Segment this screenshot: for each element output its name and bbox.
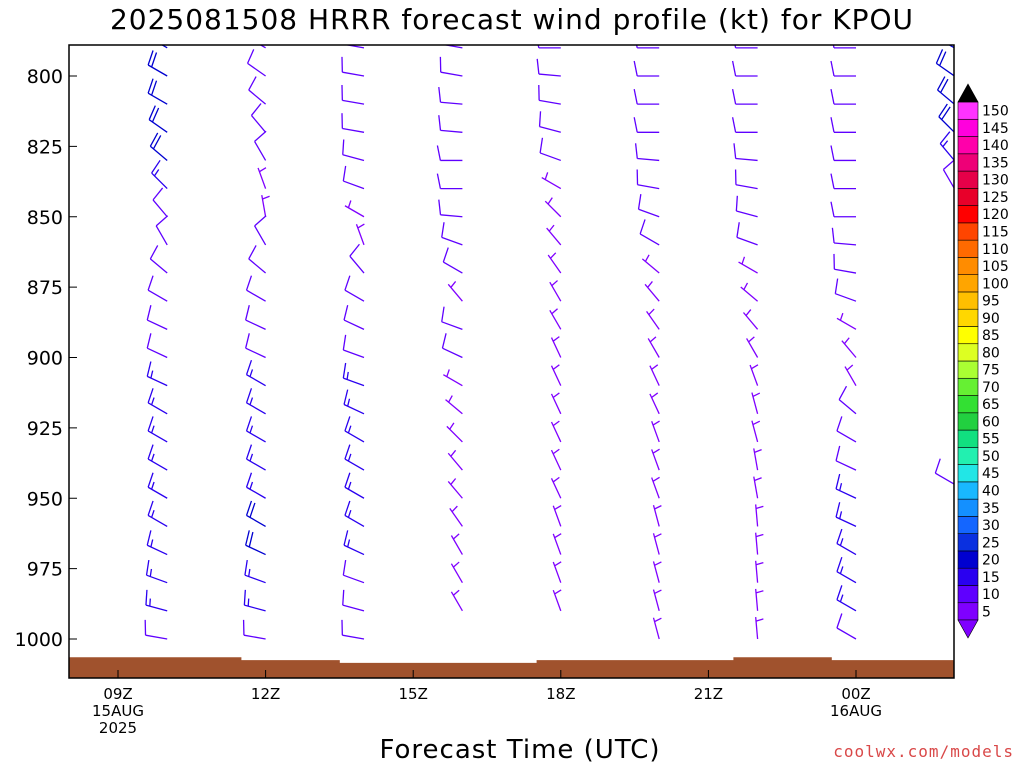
colorbar-under-arrow bbox=[958, 620, 978, 638]
wind-barb bbox=[148, 22, 167, 47]
colorbar-swatch bbox=[958, 344, 978, 361]
y-tick-label: 825 bbox=[27, 136, 63, 158]
y-tick-label: 925 bbox=[27, 418, 63, 440]
wind-barb bbox=[247, 22, 266, 47]
colorbar-label: 15 bbox=[982, 570, 1000, 586]
colorbar-swatch bbox=[958, 326, 978, 343]
colorbar-swatch bbox=[958, 482, 978, 499]
plot-area bbox=[69, 45, 954, 678]
y-tick-label: 875 bbox=[27, 277, 63, 299]
colorbar-label: 75 bbox=[982, 363, 1000, 379]
x-tick-label: 15AUG bbox=[92, 702, 144, 720]
y-tick-label: 950 bbox=[27, 488, 63, 510]
colorbar-swatch bbox=[958, 378, 978, 395]
y-tick-label: 850 bbox=[27, 207, 63, 229]
colorbar-label: 90 bbox=[982, 311, 1000, 327]
colorbar-label: 150 bbox=[982, 104, 1009, 120]
colorbar-label: 110 bbox=[982, 242, 1009, 258]
site-credit[interactable]: coolwx.com/models bbox=[833, 742, 1014, 761]
colorbar-label: 100 bbox=[982, 276, 1009, 292]
colorbar-label: 55 bbox=[982, 432, 1000, 448]
colorbar-swatch bbox=[958, 223, 978, 240]
wind-barb bbox=[45, 594, 69, 611]
colorbar-label: 70 bbox=[982, 380, 1000, 396]
x-tick-label: 09Z bbox=[103, 685, 132, 703]
colorbar-label: 20 bbox=[982, 553, 1000, 569]
y-tick-label: 900 bbox=[27, 348, 63, 370]
x-tick-label: 16AUG bbox=[830, 702, 882, 720]
colorbar-label: 105 bbox=[982, 259, 1009, 275]
colorbar-swatch bbox=[958, 206, 978, 223]
colorbar-swatch bbox=[958, 188, 978, 205]
wind-barb bbox=[49, 305, 69, 329]
colorbar-swatch bbox=[958, 309, 978, 326]
wind-barb bbox=[50, 445, 69, 470]
colorbar-swatch bbox=[958, 361, 978, 378]
colorbar-label: 80 bbox=[982, 345, 1000, 361]
colorbar-label: 140 bbox=[982, 138, 1009, 154]
colorbar-swatch bbox=[958, 257, 978, 274]
y-tick-label: 1000 bbox=[15, 629, 63, 651]
x-tick-label: 21Z bbox=[694, 685, 723, 703]
colorbar-swatch bbox=[958, 292, 978, 309]
x-tick-label: 12Z bbox=[251, 685, 280, 703]
y-axis: 800 825 850 875 900 925 950 975 1000 bbox=[15, 66, 77, 651]
colorbar-label: 130 bbox=[982, 173, 1009, 189]
colorbar-swatch bbox=[958, 516, 978, 533]
wind-barb bbox=[50, 388, 69, 413]
colorbar-swatch bbox=[958, 137, 978, 154]
colorbar-label: 60 bbox=[982, 414, 1000, 430]
colorbar-label: 35 bbox=[982, 501, 1000, 517]
colorbar-label: 50 bbox=[982, 449, 1000, 465]
y-tick-label: 800 bbox=[27, 66, 63, 88]
colorbar-label: 10 bbox=[982, 587, 1000, 603]
x-tick-label: 00Z bbox=[841, 685, 870, 703]
colorbar-swatch bbox=[958, 171, 978, 188]
colorbar-label: 145 bbox=[982, 121, 1009, 137]
x-axis-label: Forecast Time (UTC) bbox=[340, 730, 700, 770]
colorbar-swatch bbox=[958, 447, 978, 464]
colorbar-swatch bbox=[958, 603, 978, 620]
colorbar-swatch bbox=[958, 534, 978, 551]
colorbar-swatch bbox=[958, 154, 978, 171]
colorbar-label: 65 bbox=[982, 397, 1000, 413]
colorbar-label: 85 bbox=[982, 328, 1000, 344]
colorbar-swatch bbox=[958, 465, 978, 482]
y-tick-label: 975 bbox=[27, 559, 63, 581]
wind-barb bbox=[48, 250, 69, 273]
colorbar-label: 5 bbox=[982, 604, 991, 620]
colorbar-swatch bbox=[958, 102, 978, 119]
wind-barb bbox=[935, 22, 954, 47]
colorbar-label: 120 bbox=[982, 207, 1009, 223]
colorbar-label: 45 bbox=[982, 466, 1000, 482]
wind-barb bbox=[47, 184, 69, 203]
x-tick-label: 2025 bbox=[99, 719, 137, 737]
x-tick-label: 18Z bbox=[546, 685, 575, 703]
colorbar-label: 125 bbox=[982, 190, 1009, 206]
colorbar-over-arrow bbox=[958, 84, 978, 102]
colorbar-swatch bbox=[958, 240, 978, 257]
colorbar-swatch bbox=[958, 551, 978, 568]
colorbar-label: 25 bbox=[982, 535, 1000, 551]
colorbar-swatch bbox=[958, 119, 978, 136]
colorbar-swatch bbox=[958, 568, 978, 585]
colorbar-swatch bbox=[958, 413, 978, 430]
colorbar-swatch bbox=[958, 396, 978, 413]
wind-barb bbox=[48, 534, 69, 555]
colorbar-swatch bbox=[958, 499, 978, 516]
colorbar-swatch bbox=[958, 430, 978, 447]
colorbar-swatch bbox=[958, 275, 978, 292]
x-tick-label: 15Z bbox=[399, 685, 428, 703]
colorbar-label: 40 bbox=[982, 484, 1000, 500]
colorbar-label: 95 bbox=[982, 294, 1000, 310]
colorbar-label: 30 bbox=[982, 518, 1000, 534]
colorbar-label: 115 bbox=[982, 225, 1009, 241]
colorbar-swatch bbox=[958, 585, 978, 602]
colorbar-label: 135 bbox=[982, 155, 1009, 171]
